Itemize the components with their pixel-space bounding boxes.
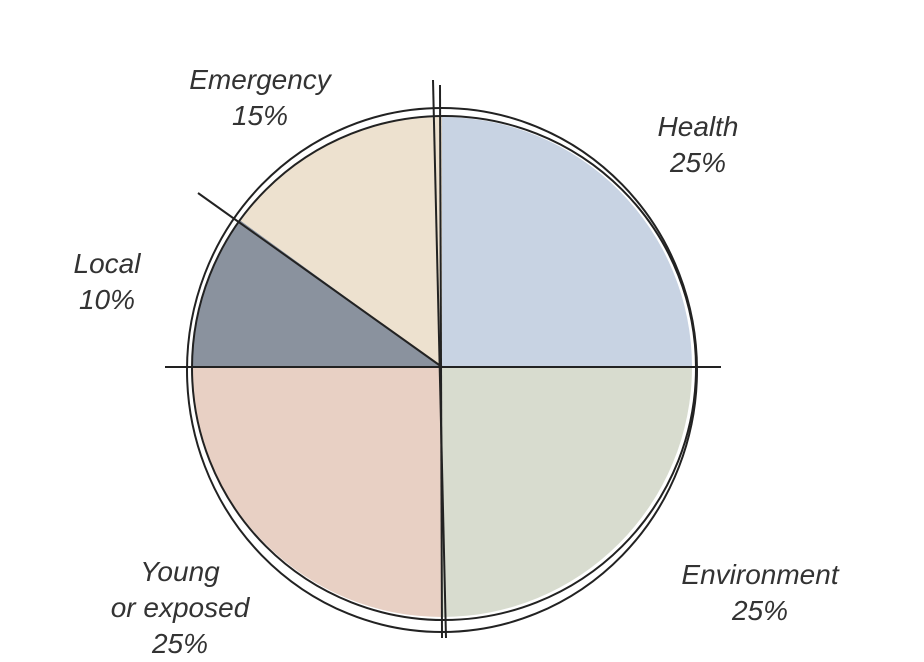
divider-line <box>197 192 443 368</box>
slice-label: Local 10% <box>74 246 141 318</box>
sketch-lines <box>165 79 721 638</box>
category-label: Local <box>73 248 141 279</box>
pie-slice <box>442 367 692 617</box>
category-label: Emergency <box>189 64 331 95</box>
axis-line <box>439 84 443 638</box>
slices <box>192 116 692 617</box>
slice-label: Environment 25% <box>681 557 838 629</box>
value-label: 10% <box>78 284 136 315</box>
pie-slice <box>239 116 442 367</box>
pie-slice <box>442 117 692 367</box>
pie-slice <box>192 367 442 617</box>
slice-label: Young or exposed 25% <box>111 554 250 662</box>
pie-slice <box>192 220 442 367</box>
value-label: 25% <box>731 595 789 626</box>
value-label: 15% <box>231 100 289 131</box>
slice-label: Emergency 15% <box>189 62 331 134</box>
category-label: Young or exposed <box>110 556 250 623</box>
value-label: 25% <box>151 628 209 659</box>
axis-line <box>432 79 447 638</box>
page: (() => { const data = JSON.parse(documen… <box>73 62 839 659</box>
category-label: Health <box>657 111 739 142</box>
category-label: Environment <box>681 559 839 590</box>
slice-label: Health 25% <box>658 109 739 181</box>
value-label: 25% <box>669 147 727 178</box>
chart <box>165 79 721 638</box>
